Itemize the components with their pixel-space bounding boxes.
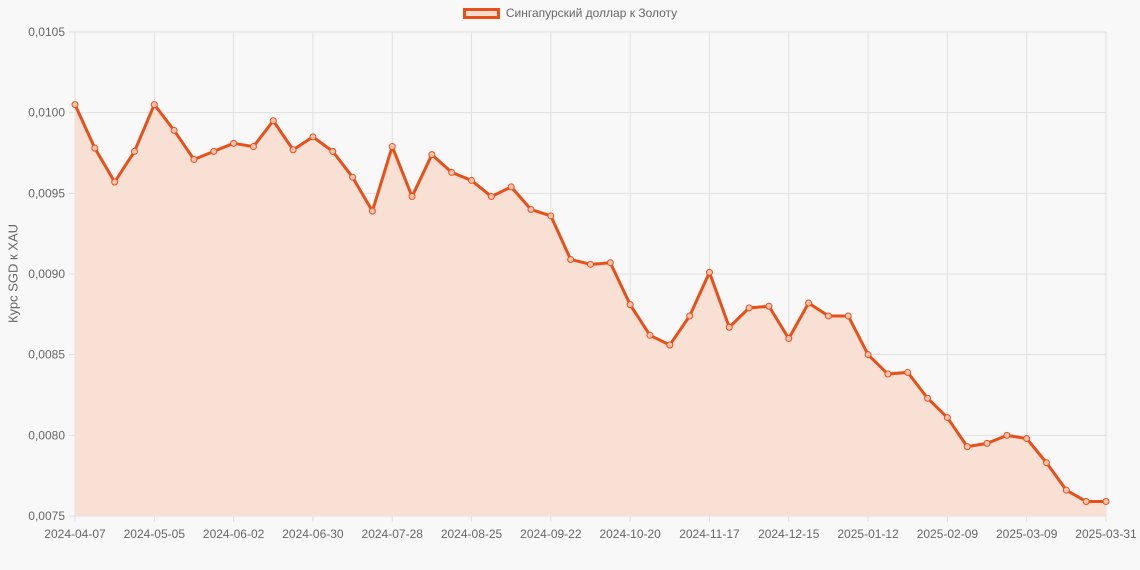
data-point	[705, 268, 713, 276]
data-point	[824, 312, 832, 320]
data-point	[1062, 486, 1070, 494]
data-point	[606, 259, 614, 267]
x-tick-label: 2024-04-07	[44, 527, 106, 541]
data-point	[884, 370, 892, 378]
data-point	[1102, 497, 1110, 505]
x-tick-label: 2024-07-28	[362, 527, 424, 541]
data-point	[963, 443, 971, 451]
data-point	[547, 212, 555, 220]
x-tick-label: 2025-01-12	[837, 527, 899, 541]
data-point	[329, 147, 337, 155]
y-tick-label: 0,0100	[28, 106, 65, 120]
data-point	[983, 439, 991, 447]
data-point	[349, 173, 357, 181]
data-point	[686, 312, 694, 320]
data-point	[230, 139, 238, 147]
data-point	[1023, 435, 1031, 443]
data-point	[765, 302, 773, 310]
data-point	[1003, 431, 1011, 439]
data-point	[587, 260, 594, 268]
data-point	[428, 151, 436, 159]
x-tick-label: 2025-02-09	[917, 527, 979, 541]
legend-label: Сингапурский доллар к Золоту	[505, 6, 678, 20]
x-tick-label: 2024-12-15	[758, 527, 820, 541]
data-point	[269, 117, 277, 125]
data-point	[745, 304, 753, 312]
x-tick-label: 2025-03-09	[996, 527, 1058, 541]
data-point	[626, 301, 634, 309]
data-point	[1082, 497, 1090, 505]
y-tick-label: 0,0095	[28, 186, 65, 200]
data-point	[309, 133, 317, 141]
legend-swatch	[462, 7, 500, 19]
data-point	[249, 143, 257, 151]
data-point	[527, 205, 535, 213]
x-tick-label: 2024-11-17	[679, 527, 740, 541]
data-point	[567, 255, 575, 263]
legend[interactable]: Сингапурский доллар к Золоту	[0, 6, 1140, 20]
data-point	[170, 126, 178, 134]
y-tick-label: 0,0075	[28, 509, 65, 523]
data-point	[785, 335, 793, 343]
x-tick-label: 2024-08-25	[441, 527, 503, 541]
data-point	[111, 178, 119, 186]
data-point	[368, 207, 376, 215]
data-point	[448, 168, 456, 176]
x-tick-label: 2024-10-20	[599, 527, 661, 541]
data-point	[91, 144, 99, 152]
data-point	[150, 101, 158, 109]
data-point	[210, 147, 218, 155]
y-tick-label: 0,0090	[28, 267, 65, 281]
x-tick-label: 2024-06-02	[203, 527, 265, 541]
data-point	[666, 341, 674, 349]
x-tick-label: 2024-06-30	[282, 527, 344, 541]
y-tick-label: 0,0105	[28, 25, 65, 39]
data-point	[468, 176, 476, 184]
x-tick-label: 2024-09-22	[520, 527, 582, 541]
data-point	[646, 331, 654, 339]
data-point	[1043, 459, 1051, 467]
data-point	[71, 101, 79, 109]
data-point	[507, 183, 515, 191]
data-point	[943, 414, 951, 422]
data-point	[805, 299, 813, 307]
data-point	[844, 312, 852, 320]
x-tick-label: 2025-03-31	[1075, 527, 1137, 541]
data-point	[408, 193, 416, 201]
data-point	[924, 394, 932, 402]
data-point	[190, 155, 198, 163]
data-point	[388, 143, 396, 151]
area-fill	[75, 104, 1106, 516]
data-point	[864, 351, 872, 359]
data-point	[725, 323, 733, 331]
data-point	[904, 368, 912, 376]
data-point	[130, 147, 138, 155]
data-point	[289, 146, 297, 154]
y-tick-label: 0,0085	[28, 348, 65, 362]
data-point	[487, 193, 495, 201]
y-tick-label: 0,0080	[28, 428, 65, 442]
x-tick-label: 2024-05-05	[124, 527, 186, 541]
